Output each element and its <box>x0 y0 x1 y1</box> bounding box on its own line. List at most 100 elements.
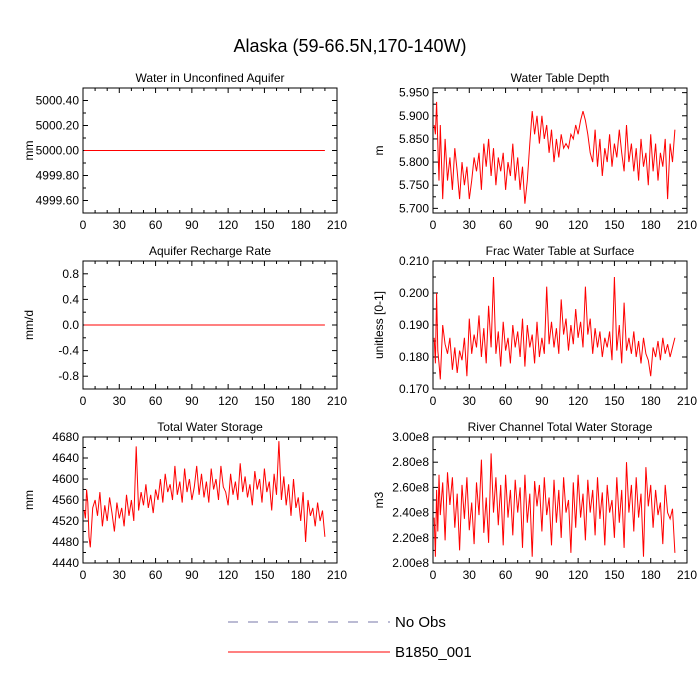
y-tick-label: 5000.20 <box>36 119 80 133</box>
x-tick-label: 90 <box>535 218 549 232</box>
panel-title: Total Water Storage <box>157 420 263 434</box>
y-tick-label: 4520 <box>52 514 79 528</box>
panel-title: Aquifer Recharge Rate <box>149 244 271 258</box>
x-tick-label: 60 <box>499 218 513 232</box>
x-tick-label: 150 <box>604 218 624 232</box>
y-tick-label: 2.60e8 <box>392 480 429 494</box>
x-tick-label: 90 <box>535 568 549 582</box>
x-tick-label: 180 <box>641 568 661 582</box>
y-tick-label: 4999.60 <box>36 194 80 208</box>
x-tick-label: 120 <box>218 568 238 582</box>
x-tick-label: 0 <box>430 218 437 232</box>
x-tick-label: 90 <box>535 394 549 408</box>
panel-frac-water-table-at-surface: Frac Water Table at Surface unitless [0-1… <box>372 244 697 408</box>
x-tick-label: 210 <box>327 218 347 232</box>
x-tick-label: 60 <box>499 568 513 582</box>
x-tick-label: 150 <box>604 568 624 582</box>
series-line-b1850-001 <box>433 453 676 557</box>
x-tick-label: 180 <box>291 394 311 408</box>
x-tick-label: 150 <box>254 568 274 582</box>
panel-aquifer-recharge-rate: Aquifer Recharge Rate mm/d 0 30 60 90 120 150 18… <box>22 244 347 408</box>
y-tick-label: 5.900 <box>399 109 429 123</box>
x-tick-label: 0 <box>430 394 437 408</box>
series-line-b1850-001 <box>433 101 676 204</box>
legend-label-b1850-001: B1850_001 <box>395 644 472 661</box>
y-tick-label: -0.8 <box>58 369 79 383</box>
y-tick-label: -0.4 <box>58 344 79 358</box>
panel-water-table-depth: Water Table Depth m 0 30 60 90 120 150 180 210 5.7… <box>372 71 697 232</box>
x-tick-label: 30 <box>113 568 127 582</box>
x-tick-label: 210 <box>327 568 347 582</box>
y-tick-label: 0.170 <box>399 382 429 396</box>
y-tick-label: 5.950 <box>399 86 429 100</box>
x-tick-label: 120 <box>218 218 238 232</box>
y-tick-label: 4600 <box>52 472 79 486</box>
y-tick-label: 0.0 <box>62 318 79 332</box>
x-tick-label: 150 <box>604 394 624 408</box>
panel-title: River Channel Total Water Storage <box>468 420 653 434</box>
x-tick-label: 0 <box>430 568 437 582</box>
y-tick-label: 0.210 <box>399 254 429 268</box>
x-tick-label: 120 <box>568 394 588 408</box>
x-tick-label: 210 <box>677 394 697 408</box>
x-tick-label: 90 <box>185 568 199 582</box>
y-axis-label: mm/d <box>22 310 36 340</box>
y-tick-label: 5000.00 <box>36 144 80 158</box>
panel-title: Water in Unconfined Aquifer <box>136 71 285 85</box>
y-axis-label: m <box>372 146 386 156</box>
y-tick-label: 4560 <box>52 493 79 507</box>
x-tick-label: 60 <box>149 218 163 232</box>
y-axis-label: mm <box>22 141 36 161</box>
x-tick-label: 210 <box>327 394 347 408</box>
y-tick-label: 3.00e8 <box>392 430 429 444</box>
x-tick-label: 0 <box>80 218 87 232</box>
x-tick-label: 30 <box>463 218 477 232</box>
x-tick-label: 180 <box>291 568 311 582</box>
x-tick-label: 30 <box>463 568 477 582</box>
panel-water-in-unconfined-aquifer: Water in Unconfined Aquifer mm 0 30 60 90 120 1… <box>22 71 347 232</box>
x-tick-label: 120 <box>568 218 588 232</box>
x-tick-label: 180 <box>291 218 311 232</box>
x-tick-label: 30 <box>463 394 477 408</box>
x-tick-label: 0 <box>80 394 87 408</box>
panel-total-water-storage: Total Water Storage mm 0 30 60 90 120 150 180 210… <box>22 420 347 582</box>
y-tick-label: 5.850 <box>399 132 429 146</box>
panel-title: Water Table Depth <box>511 71 610 85</box>
y-axis-label: unitless [0-1] <box>372 291 386 359</box>
panel-title: Frac Water Table at Surface <box>486 244 635 258</box>
y-axis-label: mm <box>22 490 36 510</box>
y-tick-label: 2.20e8 <box>392 531 429 545</box>
x-tick-label: 0 <box>80 568 87 582</box>
x-tick-label: 180 <box>641 218 661 232</box>
legend: No Obs B1850_001 <box>228 614 472 661</box>
x-tick-label: 30 <box>113 394 127 408</box>
x-tick-label: 120 <box>568 568 588 582</box>
y-tick-label: 4440 <box>52 556 79 570</box>
x-tick-label: 60 <box>149 568 163 582</box>
y-tick-label: 2.40e8 <box>392 506 429 520</box>
y-tick-label: 2.00e8 <box>392 556 429 570</box>
series-line-b1850-001 <box>433 276 676 380</box>
y-tick-label: 0.8 <box>62 267 79 281</box>
x-tick-label: 90 <box>185 218 199 232</box>
legend-label-no-obs: No Obs <box>395 614 446 631</box>
x-tick-label: 90 <box>185 394 199 408</box>
y-tick-label: 4680 <box>52 430 79 444</box>
x-tick-label: 30 <box>113 218 127 232</box>
y-tick-label: 0.180 <box>399 350 429 364</box>
main-title: Alaska (59-66.5N,170-140W) <box>233 36 466 56</box>
y-tick-label: 0.4 <box>62 292 79 306</box>
y-tick-label: 4640 <box>52 451 79 465</box>
y-axis-label: m3 <box>372 491 386 508</box>
panels: Water in Unconfined Aquifer mm 0 30 60 90 120 1… <box>22 71 697 582</box>
panel-river-channel-total-water-storage: River Channel Total Water Storage m3 0 30 60… <box>372 420 697 582</box>
y-tick-label: 4480 <box>52 535 79 549</box>
x-tick-label: 120 <box>218 394 238 408</box>
x-tick-label: 210 <box>677 218 697 232</box>
x-tick-label: 150 <box>254 218 274 232</box>
x-tick-label: 60 <box>149 394 163 408</box>
y-tick-label: 4999.80 <box>36 169 80 183</box>
x-tick-label: 180 <box>641 394 661 408</box>
y-tick-label: 2.80e8 <box>392 455 429 469</box>
